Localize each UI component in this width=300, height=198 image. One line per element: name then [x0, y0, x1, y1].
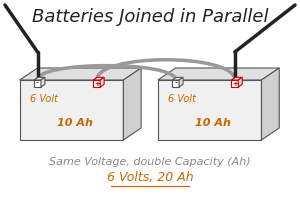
Text: 6 Volt: 6 Volt [30, 94, 58, 104]
Text: 6 Volts, 20 Ah: 6 Volts, 20 Ah [107, 171, 193, 184]
Polygon shape [20, 68, 141, 80]
Polygon shape [34, 80, 41, 87]
Polygon shape [172, 80, 179, 87]
Polygon shape [100, 77, 104, 87]
Polygon shape [172, 77, 183, 80]
Polygon shape [158, 68, 279, 80]
Text: 10 Ah: 10 Ah [195, 118, 231, 128]
Text: Batteries Joined in Parallel: Batteries Joined in Parallel [32, 8, 268, 26]
Polygon shape [231, 80, 238, 87]
Polygon shape [123, 68, 141, 140]
Polygon shape [158, 80, 262, 140]
Polygon shape [231, 77, 242, 80]
Polygon shape [179, 77, 183, 87]
Text: +: + [94, 81, 100, 87]
Text: -: - [174, 81, 177, 87]
Text: 10 Ah: 10 Ah [57, 118, 93, 128]
Polygon shape [41, 77, 45, 87]
Text: -: - [36, 81, 39, 87]
Text: +: + [232, 81, 238, 87]
Polygon shape [34, 77, 45, 80]
Polygon shape [262, 68, 279, 140]
Polygon shape [238, 77, 242, 87]
Polygon shape [20, 80, 123, 140]
Polygon shape [93, 77, 104, 80]
Polygon shape [93, 80, 100, 87]
Text: 6 Volt: 6 Volt [168, 94, 196, 104]
Text: Same Voltage, double Capacity (Ah): Same Voltage, double Capacity (Ah) [49, 157, 251, 167]
